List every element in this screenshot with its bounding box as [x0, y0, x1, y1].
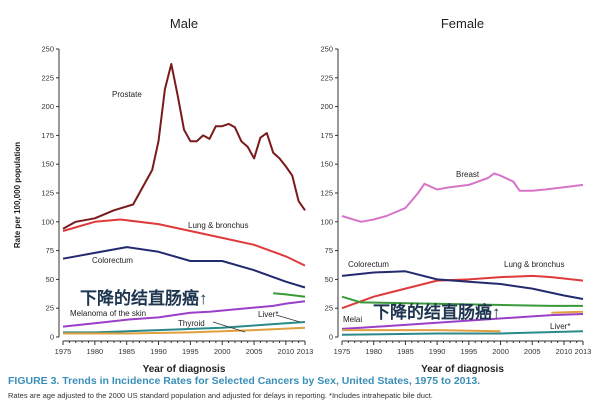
label-colorectum-female: Colorectum	[348, 260, 389, 269]
label-liver-female: Liver*	[550, 322, 570, 331]
overlay-annotation-male: 下降的结直肠癌↑	[80, 288, 208, 308]
series-line-liver-	[63, 321, 306, 334]
female-chart: Female 0 25 50 75 100 125 150 175 200 225 250 1975 19…	[320, 16, 591, 375]
x-tick-label: 1990	[150, 347, 167, 356]
x-tick-label: 1975	[55, 347, 72, 356]
y-tick-label: 50	[325, 275, 333, 284]
x-tick-label: 1975	[334, 347, 351, 356]
x-tick-label: 1990	[429, 347, 446, 356]
chart-title: Male	[170, 16, 198, 31]
y-tick-label: 125	[320, 189, 333, 198]
y-tick-label: 250	[320, 45, 333, 54]
series-line-colorectum	[62, 246, 306, 289]
y-tick-label: 125	[41, 189, 54, 198]
label-colorectum-male: Colorectum	[92, 256, 133, 265]
y-tick-label: 100	[41, 217, 54, 226]
y-tick-label: 25	[46, 304, 54, 313]
y-tick-label: 225	[320, 73, 333, 82]
overlay-annotation-female: 下降的结直肠癌↑	[373, 302, 501, 322]
series-line-unlabeled	[551, 310, 584, 314]
series-line-unlabeled	[341, 295, 583, 307]
x-tick-label: 1995	[182, 347, 199, 356]
series-line-lung-bronchus	[341, 274, 584, 310]
x-tick-label: 2010	[278, 347, 295, 356]
label-liver-male: Liver*	[258, 310, 278, 319]
y-tick-label: 250	[41, 45, 54, 54]
y-tick-label: 50	[46, 275, 54, 284]
x-axis-label: Year of diagnosis	[421, 364, 504, 375]
y-tick-label: 200	[320, 102, 333, 111]
x-tick-label: 2010	[556, 347, 573, 356]
male-chart: Male 0 25 50 75 100 125 150 175 200 225 250 1975 1980…	[41, 16, 313, 375]
x-tick-label: 2005	[246, 347, 263, 356]
x-tick-label: 2000	[492, 347, 509, 356]
label-thyroid-male: Thyroid	[178, 319, 205, 328]
x-axis-label: Year of diagnosis	[143, 364, 226, 375]
y-tick-label: 25	[325, 304, 333, 313]
series-line-liver-	[341, 330, 584, 336]
series-line-colorectum	[341, 270, 584, 300]
y-tick-label: 75	[46, 246, 54, 255]
label-lung-male: Lung & bronchus	[188, 221, 249, 230]
y-axis-label: Rate per 100,000 population	[13, 142, 22, 248]
series-line-unlabeled	[62, 300, 306, 328]
y-tick-label: 175	[320, 131, 333, 140]
label-melanoma-female: Melai	[343, 315, 362, 324]
y-tick-label: 175	[41, 131, 54, 140]
series-line-thyroid	[63, 326, 306, 335]
x-tick-label: 2013	[297, 347, 314, 356]
y-tick-label: 150	[320, 160, 333, 169]
chart-title: Female	[441, 16, 484, 31]
y-tick-label: 100	[320, 217, 333, 226]
x-tick-label: 1995	[460, 347, 477, 356]
label-prostate: Prostate	[112, 90, 142, 99]
x-tick-label: 1985	[397, 347, 414, 356]
x-tick-label: 1980	[365, 347, 382, 356]
series-line-breast	[341, 172, 584, 223]
x-tick-label: 2000	[214, 347, 231, 356]
x-tick-label: 2005	[524, 347, 541, 356]
y-tick-label: 225	[41, 73, 54, 82]
series-line-lung-bronchus	[62, 218, 306, 267]
series-line-unlabeled	[341, 313, 584, 330]
x-tick-label: 2013	[575, 347, 592, 356]
y-tick-label: 150	[41, 160, 54, 169]
x-tick-label: 1980	[86, 347, 103, 356]
figure-note: Rates are age adjusted to the 2000 US st…	[8, 391, 433, 400]
y-tick-label: 75	[325, 246, 333, 255]
label-lung-female: Lung & bronchus	[504, 260, 565, 269]
y-tick-label: 0	[329, 333, 333, 342]
series-line-unlabeled	[342, 329, 501, 333]
x-tick-label: 1985	[118, 347, 135, 356]
label-melanoma-male: Melanoma of the skin	[70, 309, 146, 318]
series-line-prostate	[62, 63, 306, 230]
label-breast: Breast	[456, 170, 480, 179]
y-tick-label: 200	[41, 102, 54, 111]
figure-caption: FIGURE 3. Trends in Incidence Rates for …	[8, 375, 480, 387]
y-tick-label: 0	[50, 333, 54, 342]
series-line-unlabeled	[273, 292, 306, 298]
